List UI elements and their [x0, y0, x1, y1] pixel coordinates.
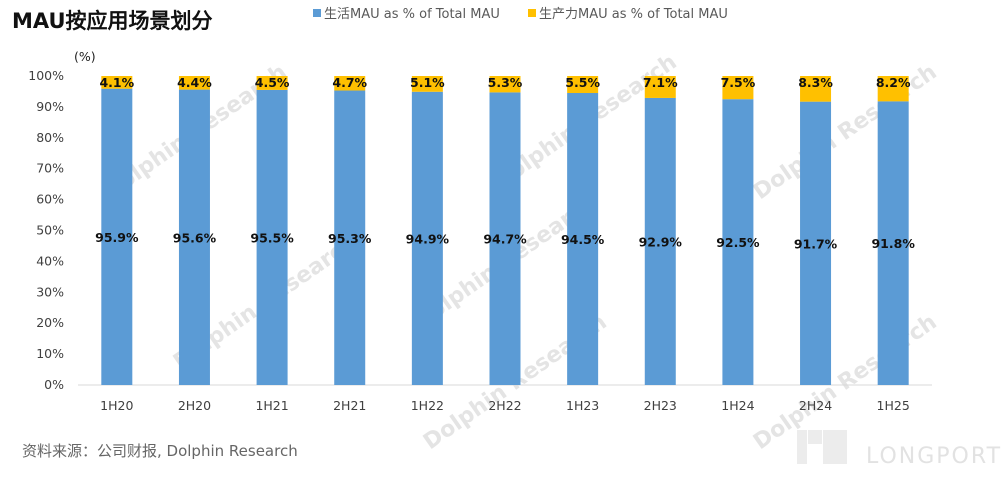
legend: 生活MAU as % of Total MAU 生产力MAU as % of T… — [313, 7, 728, 22]
bar-productivity-mau — [722, 76, 754, 100]
data-label-life: 92.9% — [639, 234, 683, 249]
bar-productivity-mau — [877, 76, 909, 102]
data-label-productivity: 4.4% — [177, 75, 212, 90]
source-note: 资料来源：公司财报, Dolphin Research — [22, 442, 298, 460]
data-label-life: 94.7% — [483, 232, 527, 247]
y-tick-label: 100% — [28, 68, 64, 83]
bar-life-mau — [489, 92, 521, 385]
bar-productivity-mau — [101, 76, 133, 89]
y-axis-unit: (%) — [74, 49, 96, 64]
y-axis: 0% 10% 20% 30% 40% 50% 60% 70% 80% 90% 100% — [28, 68, 64, 392]
watermark: Dolphin Research — [749, 60, 941, 205]
bar-productivity-mau — [567, 76, 599, 93]
data-label-life: 94.9% — [406, 231, 450, 246]
x-tick-label: 1H21 — [255, 398, 288, 413]
bar-life-mau — [722, 99, 754, 386]
bar-productivity-mau — [644, 76, 676, 98]
bar-life-mau — [178, 89, 210, 385]
x-tick-label: 2H21 — [333, 398, 366, 413]
bar-productivity-mau — [334, 76, 366, 91]
bar-life-mau — [644, 97, 676, 386]
y-tick-label: 80% — [36, 130, 64, 145]
plot-area: 95.9% 4.1% 95.6% 4.4% 95.5% 4.5% 95.3% 4.7% 94.9… — [95, 75, 915, 386]
data-label-life: 91.7% — [794, 236, 838, 251]
data-label-productivity: 5.3% — [488, 75, 523, 90]
bar-productivity-mau — [256, 76, 288, 90]
bar-productivity-mau — [489, 76, 521, 93]
data-label-life: 95.3% — [328, 231, 372, 246]
data-label-life: 95.6% — [173, 230, 217, 245]
x-axis: 1H20 2H20 1H21 2H21 1H22 2H22 1H23 2H23 1H24 2H24… — [100, 398, 910, 413]
data-label-productivity: 7.1% — [643, 75, 678, 90]
x-tick-label: 1H23 — [566, 398, 599, 413]
x-tick-label: 1H22 — [411, 398, 444, 413]
y-tick-label: 50% — [36, 223, 64, 238]
x-tick-label: 1H25 — [877, 398, 910, 413]
bar-productivity-mau — [800, 76, 832, 102]
bar-life-mau — [334, 90, 366, 385]
data-label-productivity: 8.2% — [876, 75, 911, 90]
legend-swatch-productivity — [528, 9, 536, 17]
y-tick-label: 60% — [36, 192, 64, 207]
legend-swatch-life — [313, 9, 321, 17]
data-label-life: 95.9% — [95, 230, 139, 245]
chart-title: MAU按应用场景划分 — [12, 9, 213, 33]
y-tick-label: 30% — [36, 284, 64, 299]
data-label-productivity: 5.1% — [410, 75, 445, 90]
data-label-productivity: 4.7% — [332, 75, 367, 90]
y-tick-label: 90% — [36, 99, 64, 114]
data-label-life: 91.8% — [871, 236, 915, 251]
bar-life-mau — [800, 101, 832, 385]
longport-logo: LONGPORT — [797, 430, 1002, 469]
data-label-productivity: 4.1% — [99, 75, 134, 90]
data-label-productivity: 5.5% — [565, 75, 600, 90]
y-tick-label: 20% — [36, 315, 64, 330]
x-tick-label: 2H24 — [799, 398, 832, 413]
bar-productivity-mau — [411, 76, 443, 92]
bar-life-mau — [877, 101, 909, 385]
x-tick-label: 2H22 — [488, 398, 521, 413]
y-tick-label: 10% — [36, 346, 64, 361]
legend-label-life: 生活MAU as % of Total MAU — [324, 7, 500, 22]
y-tick-label: 70% — [36, 161, 64, 176]
x-tick-label: 1H24 — [721, 398, 754, 413]
bar-life-mau — [256, 89, 288, 385]
data-label-productivity: 7.5% — [721, 75, 756, 90]
x-tick-label: 2H23 — [644, 398, 677, 413]
data-label-life: 92.5% — [716, 235, 760, 250]
bar-life-mau — [101, 88, 133, 385]
bar-life-mau — [411, 91, 443, 385]
bar-life-mau — [567, 92, 599, 386]
x-tick-label: 1H20 — [100, 398, 133, 413]
data-label-productivity: 4.5% — [255, 75, 290, 90]
legend-label-productivity: 生产力MAU as % of Total MAU — [539, 7, 728, 22]
y-tick-label: 40% — [36, 253, 64, 268]
data-label-productivity: 8.3% — [798, 75, 833, 90]
y-tick-label: 0% — [44, 377, 64, 392]
bar-productivity-mau — [178, 76, 210, 90]
brand-text: LONGPORT — [866, 444, 1002, 469]
data-label-life: 94.5% — [561, 232, 605, 247]
x-tick-label: 2H20 — [178, 398, 211, 413]
data-label-life: 95.5% — [250, 230, 294, 245]
